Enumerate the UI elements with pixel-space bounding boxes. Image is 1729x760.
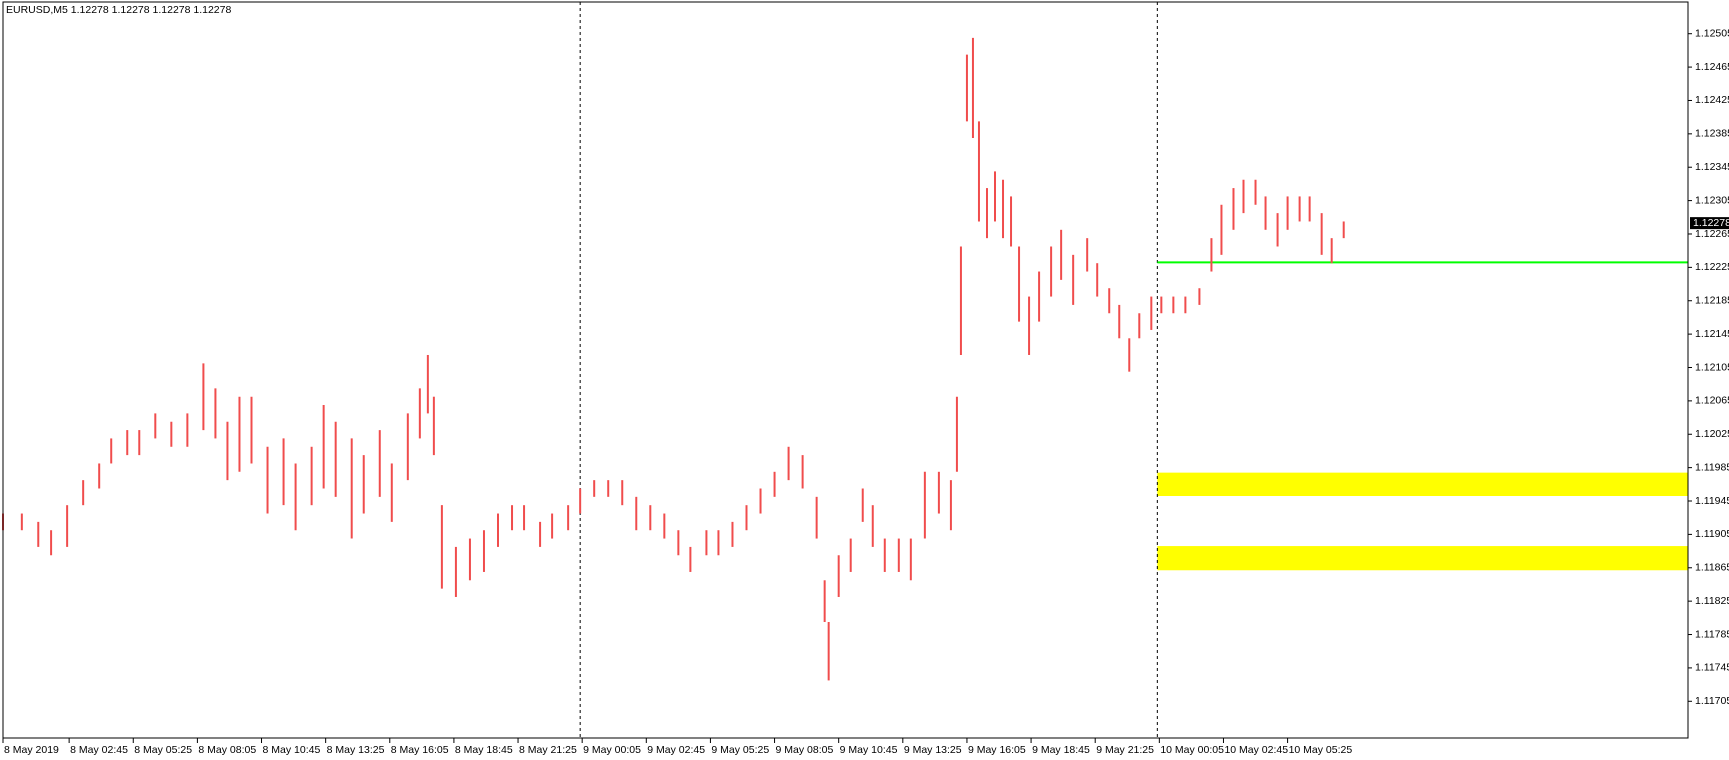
y-tick-label: 1.11865 [1695, 562, 1729, 574]
x-tick-label: 8 May 21:25 [519, 744, 577, 756]
y-tick-label: 1.11785 [1695, 628, 1729, 640]
zone [1157, 546, 1688, 571]
y-tick-label: 1.12305 [1695, 194, 1729, 206]
y-tick-label: 1.12225 [1695, 261, 1729, 273]
y-tick-label: 1.12145 [1695, 328, 1729, 340]
y-tick-label: 1.12465 [1695, 61, 1729, 73]
x-tick-label: 8 May 05:25 [134, 744, 192, 756]
x-tick-label: 9 May 21:25 [1096, 744, 1154, 756]
x-tick-label: 8 May 08:05 [198, 744, 256, 756]
x-tick-label: 9 May 00:05 [583, 744, 641, 756]
chart-title: EURUSD,M5 1.12278 1.12278 1.12278 1.1227… [6, 4, 231, 16]
current-price-label: 1.12278 [1693, 217, 1729, 229]
x-tick-label: 9 May 18:45 [1032, 744, 1090, 756]
x-tick-label: 8 May 02:45 [70, 744, 128, 756]
x-tick-label: 10 May 05:25 [1289, 744, 1353, 756]
y-tick-label: 1.12185 [1695, 295, 1729, 307]
x-tick-label: 8 May 10:45 [263, 744, 321, 756]
x-tick-label: 8 May 2019 [4, 744, 59, 756]
x-tick-label: 8 May 13:25 [327, 744, 385, 756]
y-tick-label: 1.12265 [1695, 228, 1729, 240]
zone [1157, 472, 1688, 497]
y-tick-label: 1.12425 [1695, 94, 1729, 106]
x-tick-label: 9 May 08:05 [776, 744, 834, 756]
y-tick-label: 1.11985 [1695, 461, 1729, 473]
x-tick-label: 10 May 00:05 [1160, 744, 1224, 756]
x-tick-label: 9 May 05:25 [711, 744, 769, 756]
y-tick-label: 1.12065 [1695, 395, 1729, 407]
x-tick-label: 9 May 16:05 [968, 744, 1026, 756]
y-tick-label: 1.12025 [1695, 428, 1729, 440]
plot-frame [2, 1, 1689, 739]
y-tick-label: 1.11905 [1695, 528, 1729, 540]
y-tick-label: 1.11705 [1695, 695, 1729, 707]
y-tick-label: 1.11745 [1695, 662, 1729, 674]
y-tick-label: 1.12105 [1695, 361, 1729, 373]
y-tick-label: 1.11825 [1695, 595, 1729, 607]
y-tick-label: 1.12385 [1695, 128, 1729, 140]
y-tick-label: 1.12345 [1695, 161, 1729, 173]
y-tick-label: 1.12505 [1695, 27, 1729, 39]
x-tick-label: 10 May 02:45 [1224, 744, 1288, 756]
current-price-box [1690, 217, 1729, 230]
x-tick-label: 8 May 16:05 [391, 744, 449, 756]
x-tick-label: 9 May 13:25 [904, 744, 962, 756]
x-tick-label: 8 May 18:45 [455, 744, 513, 756]
y-tick-label: 1.11945 [1695, 495, 1729, 507]
x-tick-label: 9 May 02:45 [647, 744, 705, 756]
x-tick-label: 9 May 10:45 [840, 744, 898, 756]
